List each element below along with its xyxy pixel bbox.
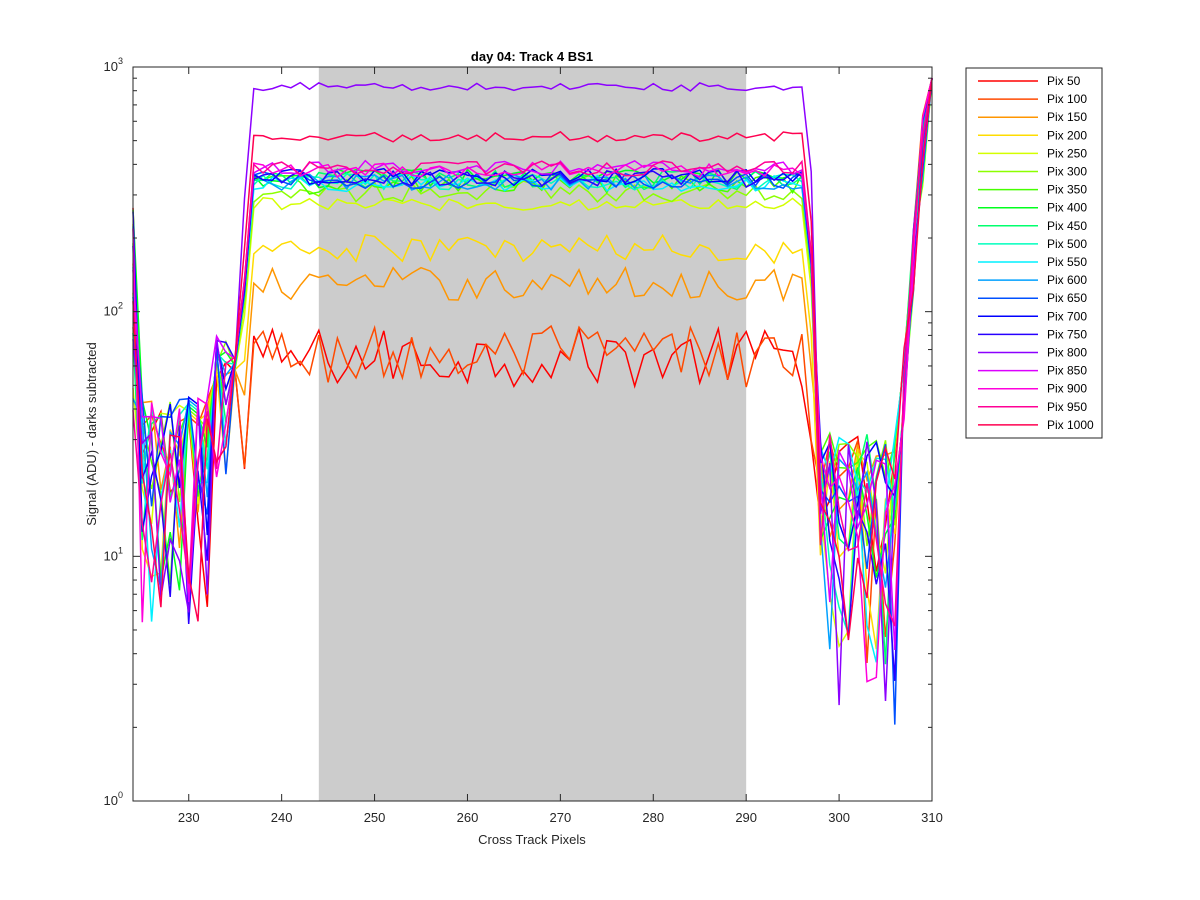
legend-label: Pix 200 [1047,128,1087,142]
legend-label: Pix 600 [1047,273,1087,287]
x-tick-label: 270 [550,810,572,825]
series-line [132,78,933,549]
axes-box [132,66,933,802]
x-tick-label: 250 [364,810,386,825]
x-tick-label: 310 [921,810,943,825]
series-line [132,78,933,650]
x-tick-label: 280 [642,810,664,825]
legend-label: Pix 300 [1047,165,1087,179]
legend-label: Pix 250 [1047,146,1087,160]
legend-label: Pix 800 [1047,346,1087,360]
series-line [132,78,933,627]
legend-label: Pix 850 [1047,364,1087,378]
chart-title: day 04: Track 4 BS1 [471,49,593,64]
series-line [132,78,933,681]
legend-label: Pix 900 [1047,382,1087,396]
series-line [132,78,933,650]
x-tick-label: 230 [178,810,200,825]
x-tick-label: 300 [828,810,850,825]
series-layer [132,78,933,725]
legend-label: Pix 950 [1047,400,1087,414]
legend-label: Pix 50 [1047,74,1081,88]
series-line [132,78,933,651]
legend-label: Pix 400 [1047,201,1087,215]
legend-label: Pix 350 [1047,183,1087,197]
legend-label: Pix 150 [1047,110,1087,124]
series-line [132,78,933,649]
series-line [132,78,933,706]
legend-label: Pix 750 [1047,327,1087,341]
legend-label: Pix 1000 [1047,418,1094,432]
legend-box [965,67,1103,439]
series-line [132,78,933,664]
y-axis-label: Signal (ADU) - darks subtracted [84,342,99,526]
x-tick-label: 240 [271,810,293,825]
series-line [132,78,933,641]
legend-label: Pix 700 [1047,309,1087,323]
legend-label: Pix 650 [1047,291,1087,305]
legend-label: Pix 500 [1047,237,1087,251]
series-line [132,78,933,663]
legend-label: Pix 550 [1047,255,1087,269]
x-tick-label: 290 [735,810,757,825]
x-tick-label: 260 [457,810,479,825]
legend-label: Pix 450 [1047,219,1087,233]
shaded-region [318,67,747,801]
x-axis-label: Cross Track Pixels [478,832,586,847]
series-line [132,78,933,607]
series-line [132,78,933,683]
legend-items: Pix 50 Pix 100 Pix 150 Pix 200 Pix 250 Pix 30… [978,74,1094,432]
legend-label: Pix 100 [1047,92,1087,106]
legend: Pix 50 Pix 100 Pix 150 Pix 200 Pix 250 Pix 30… [965,67,1103,439]
